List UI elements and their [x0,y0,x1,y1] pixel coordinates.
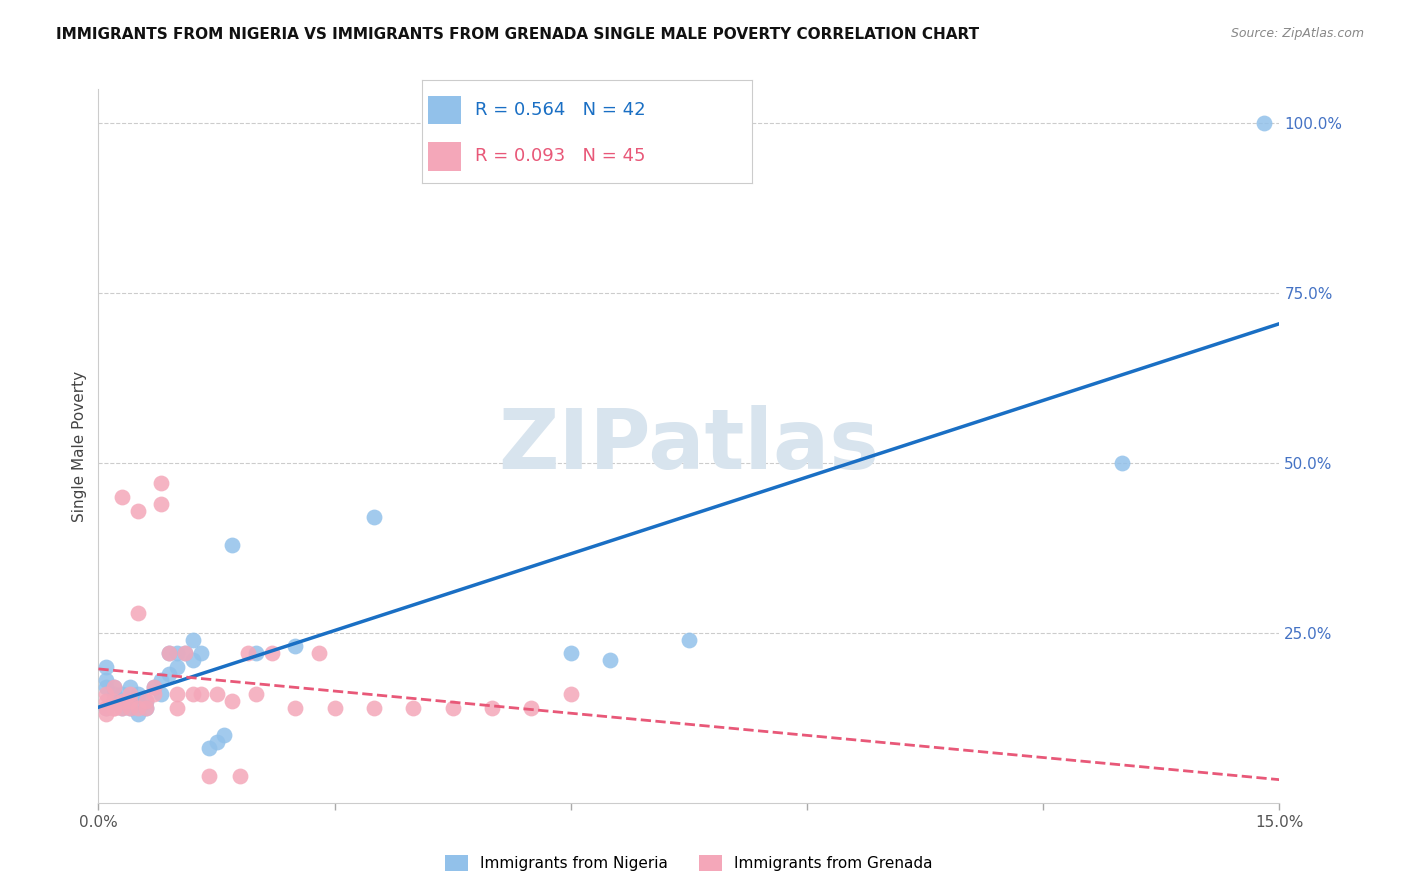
Point [135,694,157,708]
Point [197,769,219,783]
Point [166,646,188,660]
Point [190,646,212,660]
Point [245,646,267,660]
Point [142,680,165,694]
Point [197,741,219,756]
Point [363,700,385,714]
Point [181,687,204,701]
Point [174,646,197,660]
Point [166,660,188,674]
Point [127,687,149,701]
Point [103,694,125,708]
Point [166,687,188,701]
Point [481,700,503,714]
Point [96,700,118,714]
Point [96,687,118,701]
Point [308,646,330,660]
Point [205,734,228,748]
Point [96,660,118,674]
Point [111,694,134,708]
Point [150,673,173,688]
Point [1253,116,1275,130]
Point [118,687,141,701]
Point [96,707,118,722]
Point [560,687,582,701]
Point [174,646,197,660]
Point [221,694,243,708]
Point [245,687,267,701]
Point [142,680,165,694]
Point [96,700,118,714]
Point [157,666,180,681]
Point [181,653,204,667]
Point [103,687,125,701]
Text: R = 0.093   N = 45: R = 0.093 N = 45 [475,147,645,165]
Point [205,687,228,701]
Point [599,653,621,667]
Point [111,700,134,714]
Point [103,680,125,694]
Point [96,680,118,694]
Point [236,646,259,660]
Point [229,769,252,783]
Point [150,476,173,491]
Point [135,694,157,708]
Point [127,700,149,714]
Point [214,728,236,742]
Point [127,503,149,517]
Point [118,694,141,708]
FancyBboxPatch shape [429,142,461,170]
Point [678,632,700,647]
Point [111,700,134,714]
Point [323,700,346,714]
Point [260,646,283,660]
Point [150,497,173,511]
Point [166,700,188,714]
Point [111,694,134,708]
Point [1111,456,1133,470]
FancyBboxPatch shape [429,95,461,124]
Text: ZIPatlas: ZIPatlas [499,406,879,486]
Point [111,687,134,701]
Point [150,687,173,701]
Point [118,700,141,714]
Point [560,646,582,660]
Point [118,694,141,708]
Point [221,537,243,551]
Point [103,680,125,694]
Point [284,700,307,714]
Point [135,700,157,714]
Point [118,680,141,694]
Point [190,687,212,701]
Legend: Immigrants from Nigeria, Immigrants from Grenada: Immigrants from Nigeria, Immigrants from… [439,849,939,877]
Point [181,632,204,647]
Point [135,700,157,714]
Text: IMMIGRANTS FROM NIGERIA VS IMMIGRANTS FROM GRENADA SINGLE MALE POVERTY CORRELATI: IMMIGRANTS FROM NIGERIA VS IMMIGRANTS FR… [56,27,980,42]
Point [441,700,464,714]
Point [157,646,180,660]
Point [284,640,307,654]
Text: Source: ZipAtlas.com: Source: ZipAtlas.com [1230,27,1364,40]
Y-axis label: Single Male Poverty: Single Male Poverty [72,370,87,522]
Point [111,490,134,504]
Point [111,694,134,708]
Point [96,694,118,708]
Point [363,510,385,524]
Point [402,700,425,714]
Point [127,694,149,708]
Text: R = 0.564   N = 42: R = 0.564 N = 42 [475,101,645,119]
Point [96,673,118,688]
Point [157,646,180,660]
Point [127,707,149,722]
Point [118,700,141,714]
Point [103,700,125,714]
Point [127,606,149,620]
Point [142,687,165,701]
Point [103,700,125,714]
Point [520,700,543,714]
Point [103,694,125,708]
